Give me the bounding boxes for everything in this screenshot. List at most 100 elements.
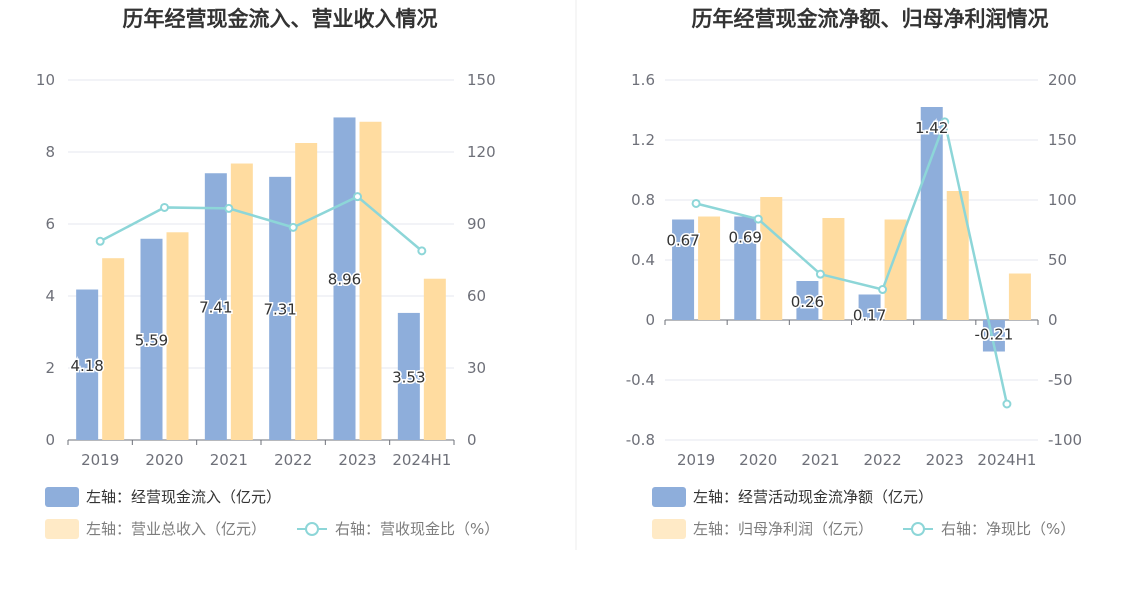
chart-1: 历年经营现金流入、营业收入情况 0 2 4 6 8 10 0 30 60 90 120 150 2019 2… [36,7,499,539]
ratio-point [353,192,362,202]
ratio-point [160,202,169,212]
bar-secondary [822,218,845,320]
right-axis-tick-label: -50 [1048,371,1073,389]
category-label: 2024H1 [392,451,451,469]
right-axis-tick-label: 150 [1048,131,1077,149]
right-axis-tick-label: 30 [467,359,486,377]
bar-primary [858,294,881,320]
bar-secondary [946,191,969,320]
bar-secondary [166,232,189,440]
bar-secondary [102,258,125,440]
ratio-point [95,236,105,246]
bar-data-label: 0.17 [853,307,886,325]
bar-primary [269,176,292,440]
right-axis-tick-label: 90 [467,215,486,233]
ratio-point [417,246,427,256]
bar-primary [672,219,695,320]
bar-secondary [1008,273,1031,320]
legend-label-secondary: 左轴：归母净利润（亿元） [693,520,873,538]
left-axis-tick-label: -0.4 [626,371,655,389]
bar-data-label: 0.26 [791,293,824,311]
right-axis-tick-label: -100 [1048,431,1082,449]
legend-swatch-secondary [45,519,79,539]
bar-primary [140,238,163,440]
bar-secondary [295,143,318,440]
ratio-point [224,203,234,213]
category-label: 2020 [739,451,777,469]
category-label: 2023 [338,451,376,469]
left-axis-tick-label: 2 [45,359,55,377]
right-axis-tick-label: 150 [467,71,496,89]
bar-data-label: 0.67 [666,232,699,250]
ratio-point [753,214,763,224]
bar-data-label: 0.69 [729,229,762,247]
bar-primary [734,216,757,320]
bar-primary [796,281,819,320]
bar-primary [397,312,420,440]
chart-2: 历年经营现金流净额、归母净利润情况 -0.8 -0.4 0 0.4 0.8 1.2 1.6 -1… [626,7,1082,539]
category-label: 2019 [677,451,715,469]
legend-label-line: 右轴：净现比（%） [941,520,1075,538]
legend-label-secondary: 左轴：营业总收入（亿元） [86,520,266,538]
category-label: 2022 [863,451,901,469]
left-axis-tick-label: 6 [45,215,55,233]
left-axis-tick-label: -0.8 [626,431,655,449]
category-label: 2022 [274,451,312,469]
bar-data-label: 4.18 [70,357,103,375]
bar-secondary [760,197,783,320]
left-axis-tick-label: 4 [45,287,55,305]
bar-secondary [359,121,382,440]
bar-primary [76,289,99,440]
left-axis-tick-label: 0 [45,431,55,449]
bar-primary [204,173,227,441]
legend-marker-icon [911,522,925,536]
bar-primary [920,107,943,320]
bar-secondary [423,278,446,440]
ratio-point [691,198,701,208]
right-axis-tick-label: 50 [1048,251,1067,269]
category-label: 2021 [801,451,839,469]
left-axis-tick-label: 10 [36,71,55,89]
right-axis-tick-label: 200 [1048,71,1077,89]
ratio-point [878,285,888,295]
ratio-point [288,222,298,232]
right-axis-tick-label: 120 [467,143,496,161]
legend-marker-icon [305,522,319,536]
bar-data-label: 8.96 [328,271,361,289]
ratio-line [695,117,1009,405]
category-label: 2020 [145,451,183,469]
left-axis-tick-label: 0 [645,311,655,329]
left-axis-tick-label: 1.6 [631,71,655,89]
bar-data-label: 7.31 [263,300,296,318]
left-axis-tick-label: 0.8 [631,191,655,209]
ratio-point [1002,399,1012,409]
legend-swatch-secondary [652,519,686,539]
legend-label-primary: 左轴：经营活动现金流净额（亿元） [693,488,933,506]
bar-data-label: 5.59 [135,331,168,349]
chart-title: 历年经营现金流入、营业收入情况 [123,7,438,31]
bar-primary [333,117,356,440]
category-label: 2023 [926,451,964,469]
bar-secondary [230,163,253,440]
bar-data-label: 1.42 [915,119,948,137]
bar-data-label: 3.53 [392,368,425,386]
left-axis-tick-label: 8 [45,143,55,161]
right-axis-tick-label: 100 [1048,191,1077,209]
right-axis-tick-label: 0 [467,431,477,449]
bar-secondary [698,216,721,320]
legend-swatch-primary [45,487,79,507]
legend-swatch-primary [652,487,686,507]
chart-title: 历年经营现金流净额、归母净利润情况 [692,7,1049,31]
bar-data-label: -0.21 [975,326,1014,344]
right-axis-tick-label: 60 [467,287,486,305]
right-axis-tick-label: 0 [1048,311,1058,329]
bar-data-label: 7.41 [199,299,232,317]
ratio-point [940,117,950,127]
category-label: 2019 [81,451,119,469]
legend-label-primary: 左轴：经营现金流入（亿元） [86,488,281,506]
legend-label-line: 右轴：营收现金比（%） [335,520,499,538]
left-axis-tick-label: 1.2 [631,131,655,149]
bar-secondary [884,219,907,320]
